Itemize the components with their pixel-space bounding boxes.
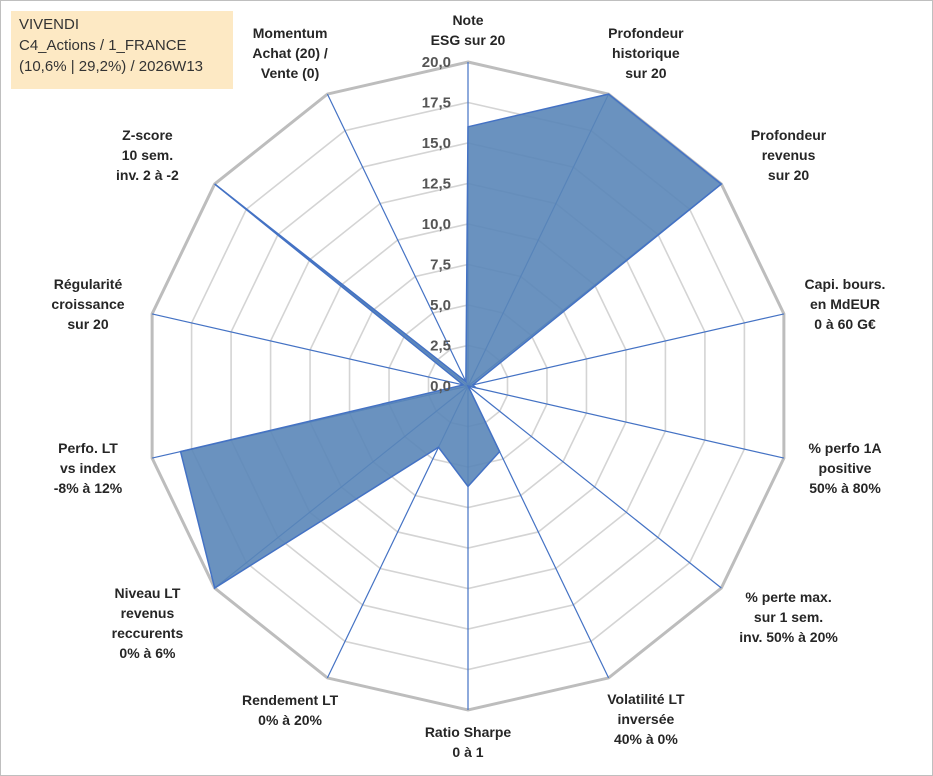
axis-label-line: Z-score	[122, 127, 173, 144]
info-stats: (10,6% | 29,2%) / 2026W13	[19, 58, 203, 75]
tick-label: 12,5	[422, 176, 451, 193]
axis-label-line: historique	[612, 44, 680, 61]
axis-label: Régularité croissance sur 20	[3, 274, 173, 334]
axis-label-line: sur 20	[767, 167, 810, 184]
axis-label-line: inv. 2 à -2	[116, 167, 179, 184]
axis-label-line: inv. 50% à 20%	[739, 628, 838, 645]
tick-label: 2,5	[430, 338, 451, 355]
data-series	[179, 93, 723, 590]
axis-spoke	[326, 93, 469, 387]
axis-label-line: revenus	[120, 604, 175, 621]
axis-label-line: Perfo. LT	[58, 440, 118, 457]
axis-spoke	[467, 313, 785, 387]
axis-label: % perte max. sur 1 sem. inv. 50% à 20%	[704, 587, 874, 647]
axis-label-line: sur 20	[67, 315, 109, 332]
tick-label: 0,0	[430, 378, 451, 395]
axis-label-line: sur 1 sem.	[753, 608, 824, 625]
axis-label-line: inversée	[617, 711, 675, 728]
axis-label-line: Volatilité LT	[607, 691, 685, 708]
tick-label: 15,0	[422, 135, 451, 152]
axis-label: Niveau LT revenus reccurents 0% à 6%	[62, 583, 232, 663]
axis-label-line: positive	[818, 460, 872, 477]
axis-label: Momentum Achat (20) / Vente (0)	[205, 23, 375, 83]
axis-label-line: 10 sem.	[121, 147, 174, 164]
axis-spoke	[151, 313, 469, 387]
axis-label: Capi. bours. en MdEUR 0 à 60 G€	[760, 274, 930, 334]
tick-label: 20,0	[422, 54, 451, 71]
axis-label: Volatilité LT inversée 40% à 0%	[561, 689, 731, 749]
axis-label-line: Régularité	[53, 275, 123, 292]
axis-label-line: ESG sur 20	[430, 32, 506, 48]
axis-label-line: 0% à 6%	[119, 644, 176, 661]
axis-label-line: sur 20	[625, 64, 667, 81]
axis-label-line: % perfo 1A	[808, 440, 882, 457]
axis-label: Profondeur historique sur 20	[561, 23, 731, 83]
axis-label-line: 0% à 20%	[258, 712, 322, 729]
axis-label: Rendement LT 0% à 20%	[205, 690, 375, 730]
axis-label-line: Momentum	[252, 24, 328, 41]
info-company: VIVENDI	[19, 16, 80, 33]
axis-label-line: % perte max.	[745, 588, 832, 605]
axis-label-line: -8% à 12%	[53, 480, 123, 497]
axis-label-line: reccurents	[111, 624, 184, 641]
axis-label-line: Profondeur	[750, 127, 827, 144]
axis-label-line: Note	[452, 12, 484, 28]
axis-label-line: 50% à 80%	[809, 480, 881, 497]
axis-label: Ratio Sharpe 0 à 1	[383, 722, 553, 762]
tick-label: 17,5	[422, 95, 451, 112]
axis-label-line: Capi. bours.	[804, 275, 886, 292]
info-box: VIVENDI C4_Actions / 1_FRANCE (10,6% | 2…	[11, 11, 233, 89]
info-category: C4_Actions / 1_FRANCE	[19, 37, 187, 54]
tick-label: 5,0	[430, 297, 451, 314]
axis-label-line: Ratio Sharpe	[424, 724, 512, 740]
tick-labels: 0,0 2,5 5,0 7,5 10,0 12,5 15,0 17,5 20,0	[422, 54, 451, 395]
axis-label-line: en MdEUR	[810, 295, 880, 312]
axis-label-line: Niveau LT	[114, 584, 181, 601]
tick-label: 7,5	[430, 257, 451, 274]
axis-label-line: Profondeur	[608, 24, 684, 41]
axis-label-line: vs index	[59, 460, 117, 477]
series-area	[179, 93, 723, 590]
axis-spoke	[467, 385, 785, 459]
axis-label-line: Rendement LT	[241, 692, 339, 709]
axis-label-line: croissance	[51, 295, 125, 312]
tick-label: 10,0	[422, 216, 451, 233]
axis-spoke	[467, 385, 722, 589]
axis-label-line: Achat (20) /	[252, 44, 328, 61]
axis-label-line: 0 à 60 G€	[814, 315, 876, 332]
axis-label: Perfo. LT vs index -8% à 12%	[3, 438, 173, 498]
axis-label: Z-score 10 sem. inv. 2 à -2	[62, 125, 232, 185]
axis-label-line: 0 à 1	[452, 744, 484, 760]
axis-label: Note ESG sur 20	[383, 10, 553, 50]
axis-label-line: 40% à 0%	[613, 731, 678, 748]
axis-label-line: revenus	[761, 147, 816, 164]
axis-label: % perfo 1A positive 50% à 80%	[760, 438, 930, 498]
axis-label: Profondeur revenus sur 20	[704, 125, 874, 185]
axis-label-line: Vente (0)	[260, 64, 320, 81]
